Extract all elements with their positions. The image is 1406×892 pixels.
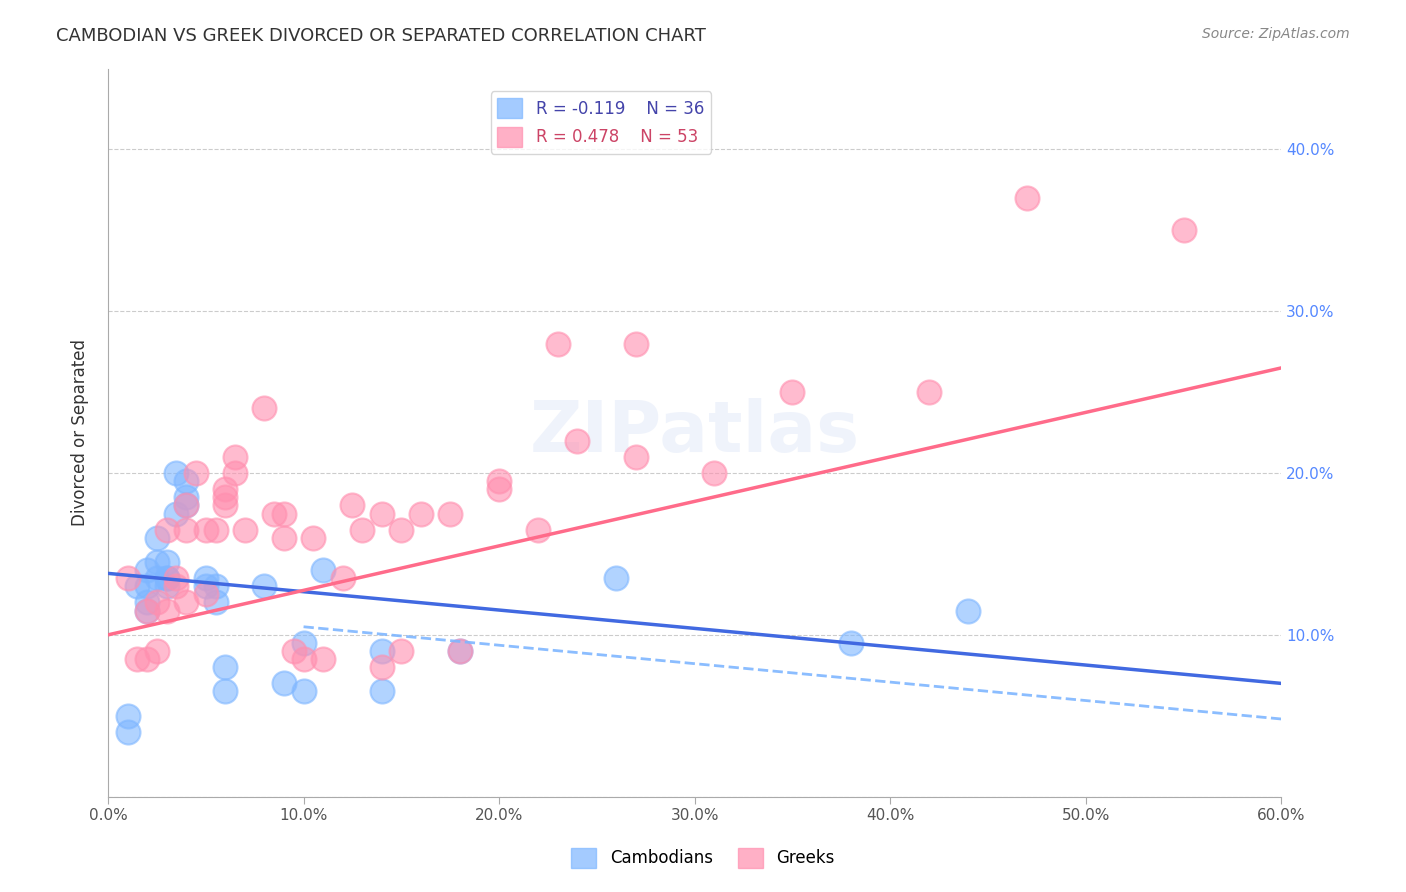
Point [136, 595, 159, 609]
Point [332, 571, 354, 585]
Point [624, 450, 647, 464]
Point [342, 499, 364, 513]
Point [233, 523, 256, 537]
Point [214, 482, 236, 496]
Point [204, 595, 226, 609]
Point [439, 507, 461, 521]
Point [136, 563, 159, 577]
Point [449, 644, 471, 658]
Point [292, 684, 315, 698]
Point [146, 531, 169, 545]
Point [224, 450, 246, 464]
Point [488, 474, 510, 488]
Point [214, 491, 236, 505]
Point [174, 491, 197, 505]
Point [174, 499, 197, 513]
Point [117, 571, 139, 585]
Text: Source: ZipAtlas.com: Source: ZipAtlas.com [1202, 27, 1350, 41]
Point [302, 531, 325, 545]
Point [389, 523, 412, 537]
Point [156, 604, 179, 618]
Point [194, 571, 217, 585]
Point [312, 652, 335, 666]
Point [273, 531, 295, 545]
Point [605, 571, 627, 585]
Point [253, 401, 276, 416]
Point [703, 466, 725, 480]
Point [527, 523, 550, 537]
Point [156, 523, 179, 537]
Point [156, 555, 179, 569]
Point [165, 466, 187, 480]
Point [194, 579, 217, 593]
Point [174, 499, 197, 513]
Text: ZIPatlas: ZIPatlas [530, 398, 859, 467]
Point [371, 684, 394, 698]
Point [214, 684, 236, 698]
Point [449, 644, 471, 658]
Point [204, 579, 226, 593]
Point [292, 652, 315, 666]
Point [165, 571, 187, 585]
Point [146, 595, 169, 609]
Point [214, 499, 236, 513]
Point [146, 571, 169, 585]
Y-axis label: Divorced or Separated: Divorced or Separated [72, 339, 89, 526]
Point [136, 579, 159, 593]
Point [204, 523, 226, 537]
Point [156, 571, 179, 585]
Point [488, 482, 510, 496]
Point [146, 644, 169, 658]
Point [283, 644, 305, 658]
Point [918, 385, 941, 400]
Point [165, 507, 187, 521]
Point [174, 523, 197, 537]
Point [1173, 223, 1195, 237]
Point [184, 466, 207, 480]
Point [312, 563, 335, 577]
Point [389, 644, 412, 658]
Point [624, 336, 647, 351]
Point [273, 676, 295, 690]
Point [839, 636, 862, 650]
Point [194, 523, 217, 537]
Text: CAMBODIAN VS GREEK DIVORCED OR SEPARATED CORRELATION CHART: CAMBODIAN VS GREEK DIVORCED OR SEPARATED… [56, 27, 706, 45]
Point [371, 507, 394, 521]
Point [194, 587, 217, 601]
Point [352, 523, 374, 537]
Point [136, 652, 159, 666]
Point [263, 507, 285, 521]
Legend: Cambodians, Greeks: Cambodians, Greeks [565, 841, 841, 875]
Point [136, 604, 159, 618]
Point [136, 604, 159, 618]
Point [174, 474, 197, 488]
Point [174, 595, 197, 609]
Point [224, 466, 246, 480]
Legend: R = -0.119    N = 36, R = 0.478    N = 53: R = -0.119 N = 36, R = 0.478 N = 53 [491, 91, 711, 153]
Point [146, 555, 169, 569]
Point [253, 579, 276, 593]
Point [567, 434, 589, 448]
Point [371, 660, 394, 674]
Point [214, 660, 236, 674]
Point [409, 507, 432, 521]
Point [292, 636, 315, 650]
Point [156, 579, 179, 593]
Point [117, 708, 139, 723]
Point [117, 725, 139, 739]
Point [371, 644, 394, 658]
Point [782, 385, 804, 400]
Point [165, 579, 187, 593]
Point [1017, 191, 1039, 205]
Point [127, 579, 149, 593]
Point [156, 571, 179, 585]
Point [957, 604, 980, 618]
Point [127, 652, 149, 666]
Point [547, 336, 569, 351]
Point [273, 507, 295, 521]
